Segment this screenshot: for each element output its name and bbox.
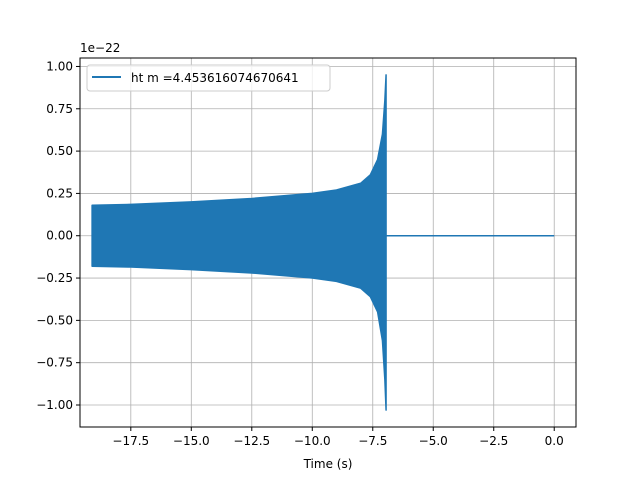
x-tick-label: −12.5 [233, 434, 270, 448]
x-tick-label: −15.0 [173, 434, 210, 448]
y-tick-label: 0.25 [46, 186, 73, 200]
x-tick-label: −17.5 [112, 434, 149, 448]
y-tick-label: −0.50 [36, 313, 73, 327]
x-tick-label: −5.0 [419, 434, 448, 448]
legend-label: ht m =4.453616074670641 [131, 71, 299, 85]
y-tick-label: −0.75 [36, 356, 73, 370]
x-tick-label: −2.5 [479, 434, 508, 448]
y-tick-label: −1.00 [36, 398, 73, 412]
legend: ht m =4.453616074670641 [86, 64, 331, 92]
y-tick-label: 1.00 [46, 59, 73, 73]
plot-area [91, 74, 555, 411]
axes-frame [79, 57, 577, 428]
y-axis: 1.00 0.75 0.50 0.25 0.00 −0.25 −0.50 −0.75 −1.00 [36, 59, 80, 412]
y-offset-label: 1e−22 [80, 41, 120, 55]
y-tick-label: 0.00 [46, 229, 73, 243]
y-tick-label: 0.75 [46, 102, 73, 116]
x-axis: −17.5 −15.0 −12.5 −10.0 −7.5 −5.0 −2.5 0.0 [112, 427, 564, 448]
y-tick-label: 0.50 [46, 144, 73, 158]
y-tick-label: −0.25 [36, 271, 73, 285]
legend-box [86, 64, 331, 92]
x-tick-label: 0.0 [545, 434, 564, 448]
x-axis-label: Time (s) [303, 457, 353, 471]
series-signal-envelope [91, 74, 387, 411]
x-tick-label: −7.5 [358, 434, 387, 448]
x-tick-label: −10.0 [294, 434, 331, 448]
